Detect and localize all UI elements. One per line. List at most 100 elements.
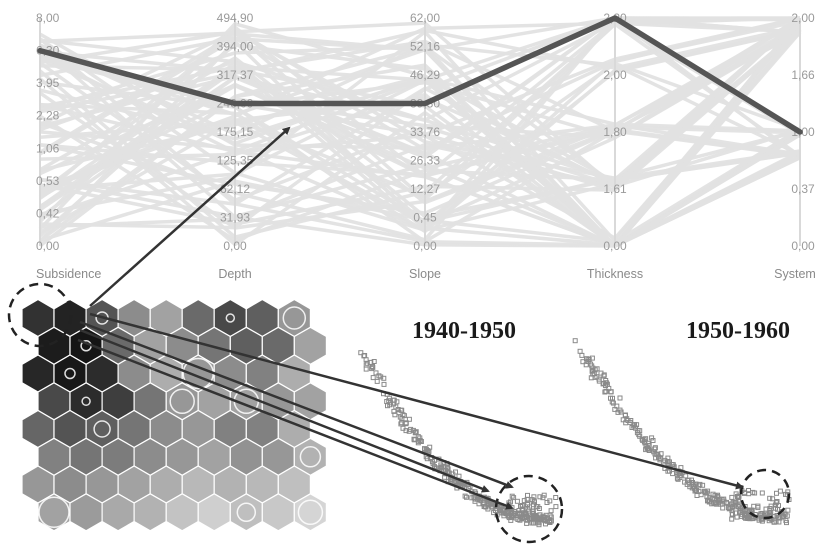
scatter-point	[652, 446, 658, 452]
scatter-point	[610, 395, 615, 401]
highlighted-line	[37, 15, 803, 135]
scatter-point	[361, 353, 367, 359]
scatter-point	[525, 492, 530, 498]
scatter-point	[632, 422, 637, 428]
tick-label-system: 2,00	[791, 11, 815, 25]
scatter-point	[541, 492, 547, 498]
scatter-point	[617, 395, 623, 401]
tick-label-subsidence: 3,95	[36, 76, 60, 90]
period-title-1940-1950: 1940-1950	[412, 318, 516, 344]
tick-label-subsidence: 1,06	[36, 141, 60, 155]
scatter-point	[782, 511, 788, 517]
cell-marker	[282, 306, 307, 330]
scatter-point	[406, 416, 412, 422]
scatter-point	[747, 508, 752, 513]
scatter-point	[651, 449, 657, 455]
scatter-point	[579, 352, 585, 358]
tick-label-thickness: 1,80	[603, 125, 627, 139]
scatter-point	[749, 515, 755, 521]
tick-label-thickness: 2,00	[603, 68, 627, 82]
scatter-point	[601, 380, 607, 386]
scatter-point	[391, 397, 397, 403]
scatter-point	[606, 385, 612, 391]
highlighted-series-line	[37, 15, 803, 135]
tick-label-slope: 33,76	[410, 125, 440, 139]
scatter-point	[730, 511, 735, 517]
scatter-point	[370, 364, 376, 370]
scatter-point	[665, 460, 671, 466]
scatter-point	[524, 496, 530, 502]
scatter-point	[539, 517, 545, 523]
scatter-point	[752, 490, 758, 496]
tick-label-depth: 494,90	[217, 11, 254, 25]
scatter-point	[723, 500, 729, 506]
scatter-point	[524, 520, 530, 526]
tick-label-subsidence: 8,00	[36, 11, 60, 25]
scatter-point	[637, 428, 643, 434]
scatter-point	[525, 502, 530, 507]
scatter-point	[729, 516, 735, 522]
scatter-point	[373, 370, 379, 376]
tick-label-subsidence: 0,00	[36, 239, 60, 253]
scatter-panels: 1940-1950 1950-1960	[358, 318, 792, 528]
scatter-point	[553, 495, 559, 500]
tick-label-slope: 26,33	[410, 154, 440, 168]
scatter-point	[536, 517, 542, 523]
scatter-point	[646, 447, 652, 453]
scatter-point	[590, 371, 596, 377]
scatter-point	[528, 514, 534, 520]
scatter-point	[730, 504, 736, 510]
scatter-point	[721, 496, 727, 502]
period-title-1950-1960: 1950-1960	[686, 318, 790, 344]
scatter-point	[580, 359, 586, 365]
scatter-point	[443, 468, 449, 474]
scatter-point	[403, 428, 409, 434]
scatter-point	[387, 402, 393, 408]
scatter-point	[767, 508, 773, 514]
cell-marker	[299, 446, 322, 468]
scatter-point	[497, 507, 503, 513]
scatter-point	[374, 378, 380, 384]
scatter-point	[480, 500, 486, 506]
cell-marker	[236, 502, 257, 523]
scatter-point	[704, 494, 710, 500]
scatter-point	[777, 488, 783, 494]
axis-label-system: System	[774, 267, 816, 281]
scatter-point	[399, 407, 405, 413]
tick-label-system: 0,00	[791, 239, 815, 253]
scatter-point	[501, 513, 507, 519]
selected-cell-circle	[7, 282, 73, 348]
tick-label-depth: 317,37	[217, 68, 254, 82]
cell-marker	[81, 396, 91, 407]
scatter-point	[406, 428, 412, 434]
scatter-point	[422, 446, 427, 452]
scatter-point	[662, 457, 668, 463]
scatter-point	[418, 439, 424, 444]
tick-label-slope: 62,00	[410, 11, 440, 25]
scatter-point	[770, 496, 776, 502]
scatter-point	[530, 508, 536, 514]
scatter-point	[729, 494, 735, 500]
scatter-point	[683, 473, 689, 479]
scatter-point	[532, 499, 537, 505]
scatter-point	[514, 498, 520, 504]
scatter-point	[602, 389, 608, 395]
callouts	[77, 126, 791, 544]
scatter-point	[548, 518, 554, 524]
scatter-point	[759, 510, 765, 516]
scatter-point	[720, 505, 726, 511]
link-arrow-to-1940-1950-a	[79, 320, 514, 489]
scatter-point	[439, 464, 445, 470]
scatter-point	[391, 408, 397, 414]
scatter-point	[547, 498, 553, 504]
axis-label-slope: Slope	[409, 267, 441, 281]
scatter-point	[371, 359, 377, 364]
scatter-point	[471, 494, 477, 500]
scatter-point	[415, 440, 421, 446]
tick-label-depth: 62,12	[220, 182, 250, 196]
tick-label-slope: 52,16	[410, 40, 440, 54]
tick-label-subsidence: 2,28	[36, 109, 60, 123]
tick-label-slope: 0,00	[413, 239, 437, 253]
axis-label-depth: Depth	[218, 267, 251, 281]
scatter-point	[577, 348, 583, 354]
